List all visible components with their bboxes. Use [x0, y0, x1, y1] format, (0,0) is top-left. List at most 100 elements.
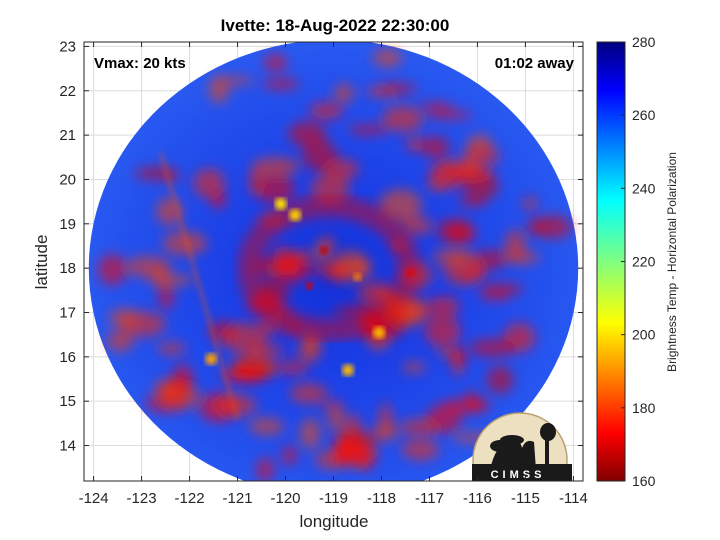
- swath-blob: [257, 174, 295, 204]
- swath-blob: [504, 229, 526, 261]
- swath-blob: [437, 218, 474, 244]
- swath-blob: [220, 369, 264, 383]
- colorbar-label: Brightness Temp - Horizontal Polarizatio…: [665, 152, 679, 372]
- swath-blob: [419, 102, 453, 112]
- y-tick-label: 19: [59, 216, 76, 233]
- swath-blob: [251, 157, 300, 177]
- swath-blob: [298, 339, 321, 363]
- swath-blob: [422, 136, 450, 159]
- swath-blob: [374, 422, 398, 441]
- swath-blob: [214, 76, 254, 85]
- y-tick-label: 18: [59, 260, 76, 277]
- swath-blob: [274, 257, 313, 282]
- swath-blob: [432, 249, 473, 265]
- x-tick-label: -114: [559, 490, 588, 507]
- colorbar: [596, 41, 626, 482]
- y-tick-label: 17: [59, 304, 76, 321]
- swath-blob: [158, 283, 174, 310]
- swath-blob: [106, 330, 134, 352]
- swath-blob: [320, 401, 345, 411]
- swath-blob: [327, 407, 344, 431]
- temp-feature: [319, 246, 328, 255]
- temp-feature: [406, 268, 415, 277]
- x-tick-label: -122: [175, 490, 205, 507]
- swath-blob: [348, 124, 388, 135]
- swath-blob: [461, 145, 501, 165]
- swath-blob: [399, 418, 441, 436]
- colorbar-tick-label: 280: [632, 34, 656, 50]
- y-tick-label: 23: [59, 38, 76, 55]
- swath-blob: [526, 219, 547, 235]
- swath-blob: [478, 291, 511, 301]
- swath-blob: [458, 196, 487, 207]
- logo-text: CIMSS: [491, 469, 546, 481]
- colorbar-tick-label: 180: [632, 400, 656, 416]
- y-tick-label: 21: [59, 127, 76, 144]
- features-layer: [205, 197, 415, 377]
- y-tick-label: 14: [59, 438, 76, 455]
- swath-blob: [309, 102, 344, 120]
- swath-blob: [159, 386, 201, 409]
- swath-blob: [379, 83, 417, 94]
- time-away-annotation: 01:02 away: [495, 55, 575, 72]
- swath-seam: [159, 152, 239, 420]
- swath-blob: [427, 110, 473, 120]
- temp-feature: [205, 353, 218, 366]
- swath-blob: [372, 48, 402, 68]
- swath-blob: [97, 254, 127, 286]
- chart-title: Ivette: 18-Aug-2022 22:30:00: [221, 16, 450, 35]
- swath-blob: [275, 361, 309, 375]
- y-tick-label: 15: [59, 393, 76, 410]
- x-axis-label: longitude: [299, 512, 368, 531]
- colorbar-tick-label: 260: [632, 107, 656, 123]
- temp-feature: [305, 281, 314, 290]
- y-axis-label: latitude: [32, 235, 51, 290]
- swath-blob: [356, 444, 376, 471]
- y-tick-label: 16: [59, 349, 76, 366]
- swath-blob: [159, 274, 194, 286]
- x-tick-label: -123: [127, 490, 157, 507]
- swath-blob: [210, 190, 226, 210]
- swath-blob: [427, 181, 449, 191]
- vortex-ring: [237, 195, 420, 342]
- temp-feature: [341, 364, 354, 377]
- swath-blob: [126, 256, 171, 278]
- temp-feature: [373, 326, 386, 339]
- x-tick-label: -120: [271, 490, 301, 507]
- swath-blob: [522, 196, 538, 210]
- swath-blob: [301, 139, 337, 171]
- temp-feature: [274, 197, 287, 210]
- swath-blob: [162, 231, 208, 256]
- temp-feature: [289, 208, 302, 221]
- temp-feature: [353, 273, 362, 282]
- swath-blob: [451, 347, 466, 366]
- colorbar-tick-label: 220: [632, 254, 656, 270]
- colorbar-tick-label: 240: [632, 180, 656, 196]
- swath-blob: [401, 439, 440, 461]
- swath-layer: [88, 42, 579, 481]
- swath-blob: [282, 445, 297, 466]
- swath-blob: [289, 383, 328, 404]
- y-tick-label: 20: [59, 171, 76, 188]
- swath-blob: [441, 398, 489, 414]
- x-axis: -124 -123 -122 -121 -120 -119 -118 -117 -116 -115…: [79, 42, 588, 507]
- swath-blob: [401, 362, 426, 373]
- y-axis: 14 15 16 17 18 19 20 21 22 23: [59, 38, 583, 455]
- swath-blob: [379, 189, 422, 222]
- swath-blob: [332, 438, 360, 467]
- swath-blob: [454, 166, 495, 183]
- swath-blob: [249, 418, 284, 435]
- x-tick-label: -116: [463, 490, 492, 507]
- x-tick-label: -119: [319, 490, 348, 507]
- x-tick-label: -124: [79, 490, 109, 507]
- vmax-annotation: Vmax: 20 kts: [94, 55, 186, 72]
- colorbar-tick-label: 160: [632, 473, 656, 489]
- swath-blob: [428, 296, 460, 317]
- x-tick-label: -118: [367, 490, 396, 507]
- swath-blob: [157, 342, 186, 355]
- swath-blob: [262, 78, 300, 90]
- swath-blob: [108, 308, 139, 327]
- colorbar-ticks: 160 180 200 220 240 260 280: [621, 34, 656, 489]
- colorbar-tick-label: 200: [632, 327, 656, 343]
